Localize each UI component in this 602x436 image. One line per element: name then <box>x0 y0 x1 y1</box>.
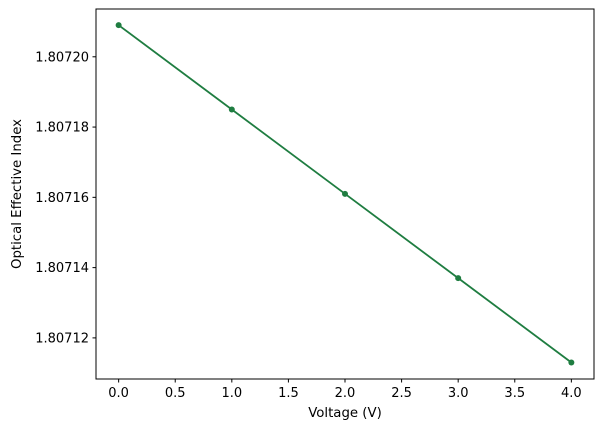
x-tick-label: 1.5 <box>278 386 299 401</box>
data-point-marker <box>455 275 462 282</box>
y-tick-labels: 1.80712 1.80714 1.80716 1.80718 1.80720 <box>35 50 89 346</box>
data-point-marker <box>115 22 122 29</box>
data-series <box>115 22 575 366</box>
y-tick-label: 1.80712 <box>35 331 89 346</box>
x-tick-label: 2.5 <box>391 386 412 401</box>
x-tick-label: 0.5 <box>165 386 186 401</box>
x-axis-label: Voltage (V) <box>308 406 382 421</box>
y-tick-label: 1.80718 <box>35 121 89 136</box>
y-tick-label: 1.80714 <box>35 261 89 276</box>
x-tick-label: 2.0 <box>335 386 356 401</box>
data-point-marker <box>342 190 348 197</box>
x-tick-labels: 0.0 0.5 1.0 1.5 2.0 2.5 3.0 3.5 4.0 <box>108 386 581 401</box>
data-point-marker <box>568 359 575 366</box>
x-tick-label: 0.0 <box>108 386 129 401</box>
data-point-marker <box>228 106 235 113</box>
x-axis-ticks <box>118 379 572 383</box>
x-tick-label: 4.0 <box>561 386 582 401</box>
y-axis-label: Optical Effective Index <box>10 119 25 269</box>
x-tick-label: 1.0 <box>221 386 242 401</box>
x-tick-label: 3.5 <box>504 386 525 401</box>
y-tick-label: 1.80720 <box>35 50 89 65</box>
y-tick-label: 1.80716 <box>35 191 89 206</box>
x-tick-label: 3.0 <box>448 386 469 401</box>
y-axis-ticks <box>92 56 96 339</box>
